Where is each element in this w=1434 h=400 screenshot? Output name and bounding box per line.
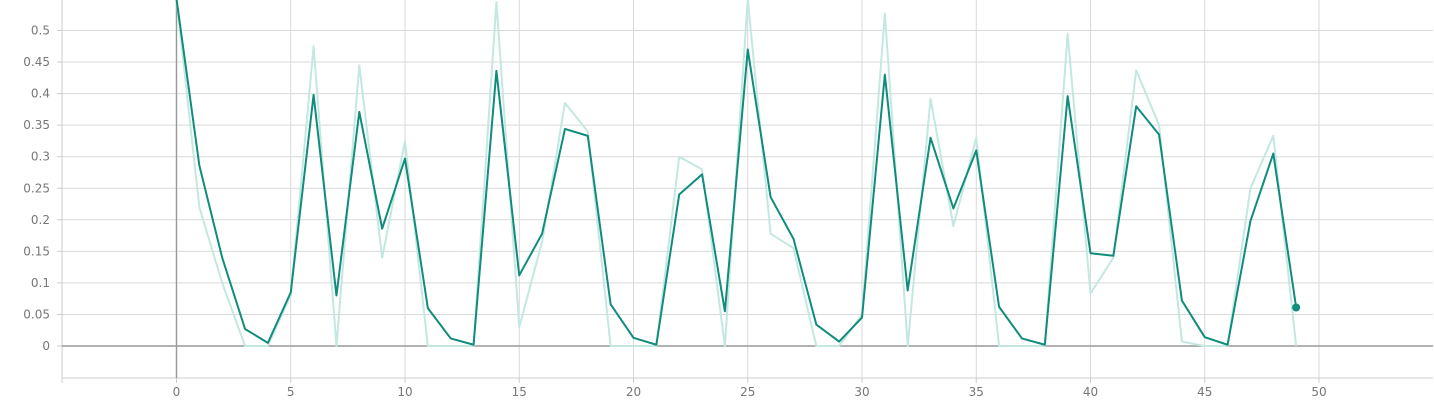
series-layer [175,0,1301,347]
y-tick-label: 0.1 [31,276,50,290]
axis-layer [57,0,1433,383]
x-tick-label: 25 [740,385,755,399]
series-end-point[interactable] [1292,303,1301,312]
smoothed-series-line [175,0,1298,346]
y-tick-label: 0.3 [31,150,50,164]
x-tick-label: 20 [626,385,641,399]
grid-layer [62,0,1433,378]
x-tick-label: 45 [1197,385,1212,399]
y-tick-label: 0.2 [31,213,50,227]
x-tick-label: 30 [854,385,869,399]
y-tick-label: 0 [42,339,50,353]
x-tick-label: 0 [173,385,181,399]
x-tick-label: 40 [1083,385,1098,399]
y-tick-label: 0.4 [31,87,50,101]
y-tick-label: 0.15 [23,244,50,258]
y-tick-label: 0.45 [23,55,50,69]
y-tick-label: 0.35 [23,118,50,132]
y-tick-label: 0.25 [23,181,50,195]
x-tick-label: 15 [512,385,527,399]
x-tick-label: 5 [287,385,295,399]
x-tick-label: 10 [397,385,412,399]
y-tick-label: 0.5 [31,24,50,38]
tick-label-layer: 0 5 10 15 20 25 30 35 40 45 50 0 0.05 0.1 0.15 0.2 0.25 0… [23,24,1326,400]
x-tick-label: 50 [1311,385,1326,399]
y-tick-label: 0.05 [23,307,50,321]
x-tick-label: 35 [969,385,984,399]
